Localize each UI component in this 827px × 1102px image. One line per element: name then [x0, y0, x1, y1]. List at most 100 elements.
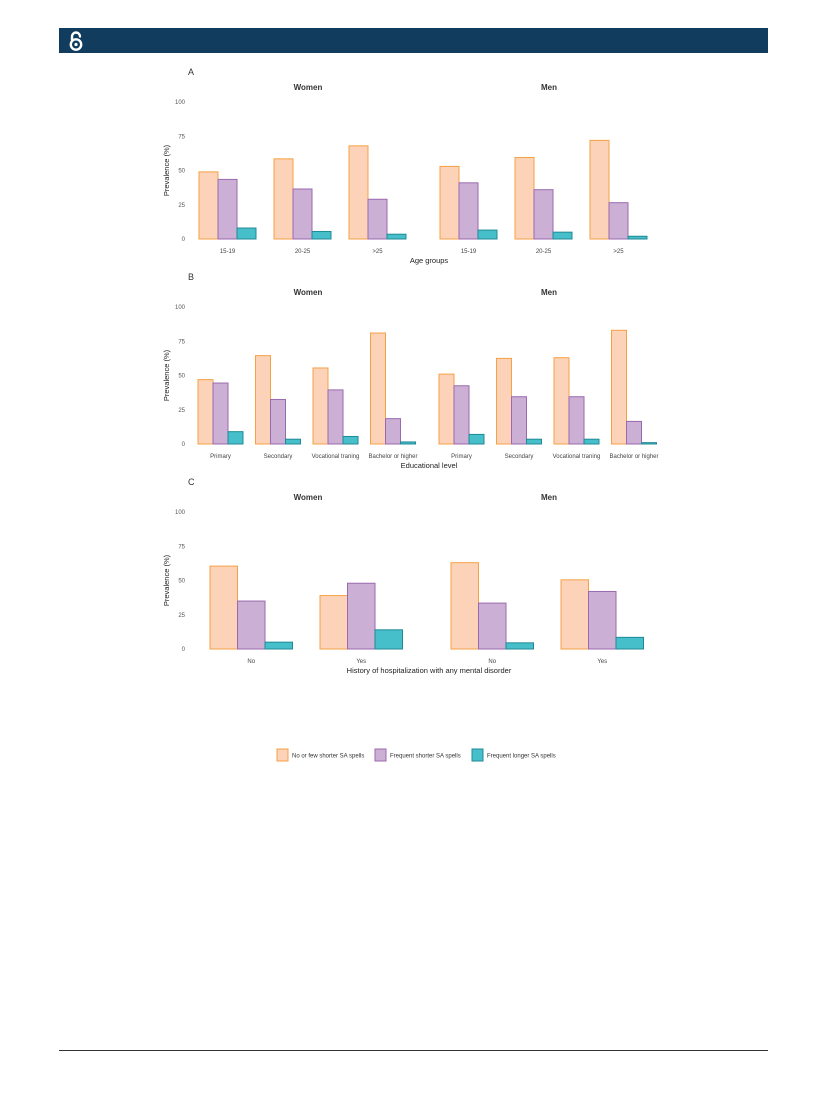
x-tick-label: Secondary [264, 454, 293, 460]
x-tick-label: Primary [210, 454, 231, 460]
y-axis-title: Prevalence (%) [162, 144, 171, 196]
x-tick-label: Yes [597, 659, 607, 665]
x-tick-label: Vocational traning [553, 454, 601, 460]
bar [533, 189, 554, 240]
open-access-icon [69, 31, 83, 51]
y-tick-label: 25 [178, 203, 185, 209]
x-tick-label: Bachelor or higher [368, 454, 417, 460]
bar [217, 178, 238, 240]
bar [568, 396, 585, 445]
bar [348, 145, 369, 240]
y-tick-label: 100 [175, 100, 186, 106]
bar [505, 642, 534, 650]
y-tick-label: 100 [175, 305, 186, 311]
bar [478, 602, 507, 650]
bar [327, 389, 344, 445]
bar [468, 433, 485, 445]
bar [227, 431, 244, 445]
bar [514, 156, 535, 240]
y-tick-label: 0 [182, 237, 186, 243]
panel-letter: B [188, 272, 194, 282]
x-tick-label: Vocational traning [312, 454, 360, 460]
x-tick-label: >25 [372, 249, 383, 255]
legend-label: Frequent longer SA spells [487, 754, 556, 760]
facet-title: Men [541, 288, 557, 297]
y-axis-title: Prevalence (%) [162, 349, 171, 401]
bar [450, 562, 479, 650]
y-tick-label: 0 [182, 442, 186, 448]
y-tick-label: 75 [178, 339, 185, 345]
bar [611, 329, 627, 445]
legend-swatch [471, 748, 484, 762]
y-tick-label: 75 [178, 134, 185, 140]
facet-title: Men [541, 83, 557, 92]
bar [477, 229, 498, 240]
bar [370, 332, 386, 445]
bar [311, 230, 332, 240]
facet-title: Women [294, 493, 323, 502]
facet-title: Women [294, 288, 323, 297]
bar [292, 188, 313, 240]
y-axis-title: Prevalence (%) [162, 554, 171, 606]
facet-title: Women [294, 83, 323, 92]
x-tick-label: 20-25 [295, 249, 311, 255]
bar [197, 379, 214, 445]
bar [212, 382, 229, 445]
bar [589, 139, 610, 240]
y-tick-label: 0 [182, 647, 186, 653]
legend-label: Frequent shorter SA spells [390, 754, 461, 760]
footer-rule [59, 1050, 768, 1051]
bar [209, 565, 238, 650]
bar [552, 231, 573, 240]
legend-label: No or few shorter SA spells [292, 754, 364, 760]
bar [496, 357, 512, 445]
x-tick-label: Bachelor or higher [609, 454, 658, 460]
bar [264, 641, 293, 650]
bar [312, 367, 329, 445]
bar [386, 233, 407, 240]
bar [526, 438, 542, 445]
bar [560, 579, 589, 650]
bar [236, 227, 257, 240]
x-tick-label: Yes [356, 659, 366, 665]
bar [319, 595, 348, 650]
x-tick-label: 15-19 [220, 249, 236, 255]
bar [385, 418, 401, 445]
journal-header-bar [59, 28, 768, 53]
bar [342, 435, 359, 445]
x-tick-label: No [488, 659, 496, 665]
panel-letter: A [188, 67, 194, 77]
bar [439, 165, 460, 240]
x-tick-label: 20-25 [536, 249, 552, 255]
bar [583, 438, 600, 445]
bar [626, 420, 642, 445]
bar [453, 385, 470, 445]
x-tick-label: Primary [451, 454, 472, 460]
legend-swatch [374, 748, 387, 762]
bar [255, 355, 271, 445]
x-tick-label: >25 [613, 249, 624, 255]
bar [627, 235, 648, 240]
bar [237, 600, 266, 650]
x-axis-title: Educational level [401, 461, 458, 470]
bar [347, 582, 376, 650]
bar [400, 441, 416, 445]
bar [641, 442, 657, 445]
bar [553, 357, 570, 445]
bar [374, 629, 403, 650]
x-tick-label: 15-19 [461, 249, 477, 255]
y-tick-label: 75 [178, 544, 185, 550]
y-tick-label: 50 [178, 169, 185, 175]
panel-letter: C [188, 477, 195, 487]
bar [367, 198, 388, 240]
y-tick-label: 25 [178, 408, 185, 414]
facet-title: Men [541, 493, 557, 502]
legend-swatch [276, 748, 289, 762]
bar [608, 202, 629, 240]
bar [615, 636, 644, 650]
bar [458, 182, 479, 240]
x-axis-title: Age groups [410, 256, 449, 265]
bar [438, 373, 455, 445]
y-tick-label: 25 [178, 613, 185, 619]
